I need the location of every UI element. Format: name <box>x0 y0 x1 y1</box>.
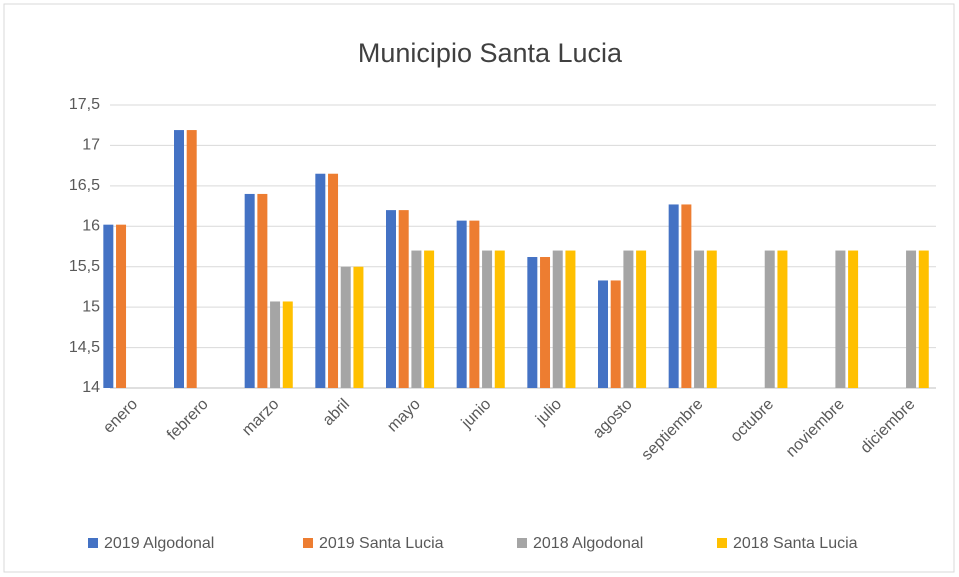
bar <box>315 173 326 388</box>
y-tick-label: 16 <box>82 218 100 235</box>
bar <box>636 250 647 388</box>
bar <box>116 224 127 388</box>
bar <box>706 250 717 388</box>
bar <box>174 130 184 388</box>
legend-label: 2019 Algodonal <box>104 535 214 552</box>
bar <box>552 250 563 388</box>
bar <box>565 250 576 388</box>
y-tick-label: 14 <box>82 379 100 396</box>
y-tick-label: 15 <box>82 298 100 315</box>
bar <box>494 250 505 388</box>
bar <box>469 220 480 388</box>
legend-label: 2019 Santa Lucia <box>319 535 444 552</box>
y-tick-label: 17 <box>82 137 100 154</box>
bar <box>340 266 351 388</box>
legend-swatch <box>88 538 98 548</box>
legend-swatch <box>517 538 527 548</box>
bar <box>456 220 467 388</box>
bar <box>386 210 396 388</box>
bar <box>398 210 409 388</box>
legend-swatch <box>303 538 313 548</box>
y-tick-label: 14,5 <box>69 339 100 356</box>
bar <box>411 250 422 388</box>
y-tick-label: 15,5 <box>69 258 100 275</box>
legend-label: 2018 Santa Lucia <box>733 535 858 552</box>
bar <box>848 250 859 388</box>
bar <box>668 204 679 388</box>
bar <box>186 130 197 388</box>
chart-title: Municipio Santa Lucia <box>358 38 623 68</box>
bar <box>244 193 255 388</box>
bar <box>282 301 293 388</box>
bar <box>257 193 268 388</box>
bar <box>764 250 775 388</box>
y-tick-label: 16,5 <box>69 177 100 194</box>
bar <box>918 250 929 388</box>
bar <box>598 280 608 388</box>
bar <box>835 250 846 388</box>
bar <box>103 224 114 388</box>
y-tick-label: 17,5 <box>69 96 100 113</box>
bar <box>777 250 788 388</box>
bar <box>328 173 339 388</box>
bar <box>482 250 493 388</box>
bar <box>424 250 435 388</box>
bar <box>694 250 705 388</box>
bar <box>681 204 692 388</box>
bar <box>540 257 551 388</box>
bar <box>270 301 281 388</box>
bar <box>527 257 538 388</box>
bar <box>353 266 364 388</box>
legend-label: 2018 Algodonal <box>533 535 643 552</box>
bar <box>906 250 917 388</box>
bar <box>610 280 621 388</box>
legend-swatch <box>717 538 727 548</box>
bar <box>623 250 634 388</box>
